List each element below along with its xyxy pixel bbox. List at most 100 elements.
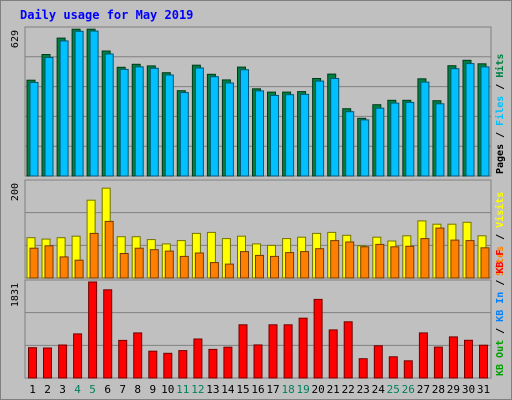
x-tick-label-day-6: 6 — [104, 383, 111, 396]
bar-sites-day-1 — [29, 247, 39, 279]
bar-sites-day-11 — [179, 255, 189, 279]
bar-sites-day-12 — [194, 252, 204, 279]
bar-files-day-28 — [435, 103, 445, 177]
panel-top-legend: Pages / Files / Hits — [494, 54, 506, 174]
x-tick-label-day-19: 19 — [296, 383, 309, 396]
x-tick-label-day-28: 28 — [432, 383, 445, 396]
bar-kb-f-day-31 — [479, 344, 488, 379]
bar-files-day-30 — [465, 63, 475, 177]
bar-sites-day-10 — [164, 250, 174, 279]
bar-kb-f-day-12 — [193, 338, 203, 379]
x-tick-label-day-14: 14 — [221, 383, 235, 396]
bar-kb-f-day-5 — [88, 281, 98, 379]
bar-kb-f-day-23 — [358, 358, 368, 379]
x-tick-label-day-5: 5 — [89, 383, 96, 396]
bar-files-day-12 — [194, 67, 204, 177]
panel-middle-legend: Sites / Visits — [494, 192, 506, 276]
x-tick-label-day-23: 23 — [357, 383, 370, 396]
bar-files-day-4 — [74, 30, 84, 177]
bar-kb-f-day-9 — [148, 350, 158, 379]
x-tick-label-day-31: 31 — [477, 383, 490, 396]
bar-sites-day-3 — [59, 256, 69, 279]
bar-sites-day-18 — [285, 252, 295, 279]
x-tick-label-day-30: 30 — [462, 383, 475, 396]
bar-kb-f-day-2 — [43, 347, 52, 379]
bar-kb-f-day-14 — [223, 346, 233, 379]
bar-kb-f-day-26 — [403, 360, 413, 379]
legend-separator: / — [495, 126, 506, 144]
bar-sites-day-29 — [450, 239, 460, 279]
bar-sites-day-14 — [224, 263, 234, 279]
bar-kb-f-day-21 — [328, 329, 338, 379]
bar-sites-day-13 — [209, 262, 219, 279]
bar-files-day-11 — [179, 92, 189, 177]
bar-sites-day-17 — [270, 255, 279, 279]
bar-sites-day-24 — [375, 243, 385, 279]
bar-sites-day-28 — [435, 227, 445, 279]
bar-files-day-25 — [390, 102, 400, 177]
bar-kb-f-day-7 — [118, 339, 128, 379]
bar-kb-f-day-17 — [268, 324, 278, 379]
bar-kb-f-day-1 — [28, 347, 37, 379]
bar-kb-f-day-20 — [313, 298, 323, 379]
x-tick-label-day-13: 13 — [206, 383, 219, 396]
series-kb-f — [28, 281, 488, 379]
bar-files-day-26 — [405, 101, 415, 177]
bar-files-day-1 — [29, 82, 39, 177]
x-tick-label-day-15: 15 — [236, 383, 249, 396]
bar-files-day-10 — [164, 74, 174, 177]
panel-bottom-max-label: 1831 — [10, 283, 21, 307]
legend-hits: Hits — [494, 54, 506, 78]
bar-kb-f-day-13 — [208, 348, 218, 379]
bar-files-day-6 — [104, 53, 114, 177]
x-axis-labels: 1 2 3 4 5 6 7 8 9 10 11 12 13 14 15 16 17 18 19 20 21 22 23 24 2… — [29, 383, 490, 396]
bar-files-day-24 — [375, 107, 385, 177]
bar-files-day-18 — [285, 94, 295, 177]
x-tick-label-day-12: 12 — [191, 383, 204, 396]
bar-kb-f-day-15 — [238, 324, 248, 379]
x-tick-label-day-20: 20 — [311, 383, 324, 396]
bar-kb-f-day-18 — [283, 324, 293, 379]
bar-kb-f-day-16 — [253, 344, 263, 379]
legend-files: Files — [494, 96, 506, 126]
x-tick-label-day-17: 17 — [266, 383, 279, 396]
bar-sites-day-22 — [345, 241, 355, 279]
bar-sites-day-2 — [44, 245, 54, 279]
x-tick-label-day-26: 26 — [402, 383, 415, 396]
bar-sites-day-8 — [134, 247, 144, 279]
bar-sites-day-4 — [74, 259, 84, 279]
bar-files-day-22 — [345, 111, 355, 177]
bar-sites-day-19 — [300, 251, 310, 279]
bar-sites-day-30 — [465, 240, 475, 279]
panel-middle: 200 Sites / Visits — [10, 179, 506, 279]
bar-sites-day-25 — [390, 246, 400, 279]
x-tick-label-day-10: 10 — [161, 383, 174, 396]
chart-title: Daily usage for May 2019 — [20, 8, 193, 22]
bar-files-day-15 — [240, 69, 249, 177]
bar-sites-day-20 — [315, 248, 325, 279]
bar-files-day-7 — [119, 68, 129, 177]
panel-middle-max-label: 200 — [10, 183, 21, 201]
x-tick-label-day-7: 7 — [119, 383, 126, 396]
bar-files-day-2 — [44, 57, 54, 177]
bar-kb-f-day-11 — [178, 350, 188, 379]
bar-files-day-13 — [209, 76, 219, 177]
legend-kb-in: KB In — [495, 292, 506, 322]
bar-kb-f-day-30 — [464, 339, 473, 379]
bar-files-day-5 — [89, 30, 99, 177]
legend-kb-f: KB F — [495, 250, 506, 274]
bar-kb-f-day-4 — [73, 333, 83, 379]
bar-kb-f-day-28 — [433, 346, 443, 379]
bar-files-day-19 — [300, 93, 310, 177]
legend-separator: / — [495, 78, 506, 96]
bar-sites-day-26 — [405, 245, 415, 279]
x-tick-label-day-4: 4 — [74, 383, 81, 396]
x-tick-label-day-25: 25 — [387, 383, 400, 396]
panel-bottom: 1831 KB Out / KB In / KB F — [10, 250, 506, 379]
x-tick-label-day-8: 8 — [134, 383, 141, 396]
bar-kb-f-day-27 — [418, 332, 428, 379]
bar-sites-day-5 — [89, 232, 99, 279]
x-tick-label-day-27: 27 — [417, 383, 430, 396]
bar-sites-day-16 — [255, 254, 264, 279]
